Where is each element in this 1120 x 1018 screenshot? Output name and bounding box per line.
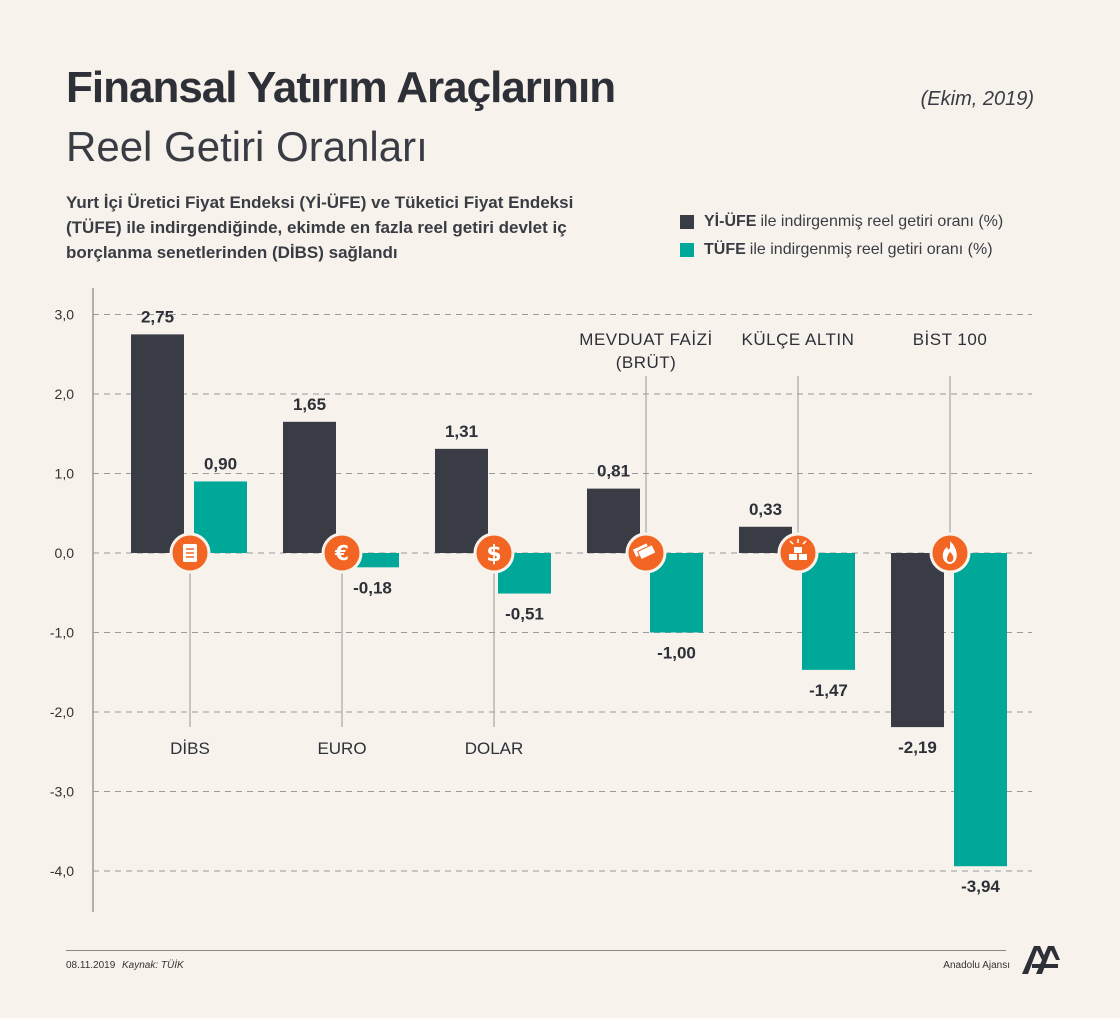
data-label: 0,81 [597, 462, 630, 481]
category-label: (BRÜT) [616, 353, 677, 372]
footer-date: 08.11.2019 [66, 960, 116, 971]
data-label: -1,47 [809, 681, 848, 700]
footer-divider [66, 950, 1006, 951]
legend-item-tufe: TÜFE ile indirgenmiş reel getiri oranı (… [680, 236, 1003, 264]
bar-yi-ufe [131, 334, 184, 553]
data-label: 0,90 [204, 454, 237, 473]
agency-logo-icon [1022, 946, 1060, 974]
y-tick-label: -1,0 [50, 625, 74, 641]
category-label: BİST 100 [913, 330, 988, 349]
legend-swatch-tufe [680, 243, 694, 257]
legend-series-name: Yİ-ÜFE [704, 213, 757, 230]
dollar-icon [473, 532, 515, 574]
category-label: MEVDUAT FAİZİ [579, 330, 712, 349]
data-label: 1,65 [293, 395, 326, 414]
data-label: -3,94 [961, 877, 1000, 896]
legend-swatch-yi-ufe [680, 215, 694, 229]
gold-shine-line [789, 540, 794, 545]
data-label: 0,33 [749, 500, 782, 519]
y-tick-label: 0,0 [55, 545, 75, 561]
gold-bar-shape [789, 554, 797, 560]
footer-agency: Anadolu Ajansı [943, 960, 1010, 971]
data-label: -0,18 [353, 578, 392, 597]
category-label: EURO [317, 739, 366, 758]
euro-icon-glyph: € [334, 541, 349, 565]
footer-source: Kaynak: TÜİK [122, 960, 184, 971]
euro-icon [321, 532, 363, 574]
dollar-icon-glyph: $ [486, 542, 501, 567]
bar-tufe [954, 553, 1007, 867]
y-tick-label: 1,0 [55, 466, 75, 482]
y-tick-label: -4,0 [50, 863, 74, 879]
data-label: -1,00 [657, 644, 696, 663]
category-label: DOLAR [465, 739, 524, 758]
page-subtitle: Reel Getiri Oranları [66, 123, 428, 170]
bar-yi-ufe [435, 448, 488, 553]
date-label: (Ekim, 2019) [920, 88, 1034, 110]
gold-shine-line [802, 540, 807, 545]
bar-yi-ufe [891, 553, 944, 728]
legend-series-text: ile indirgenmiş reel getiri oranı (%) [760, 213, 1004, 230]
page-title: Finansal Yatırım Araçlarının [66, 63, 616, 112]
gold-bar-shape [794, 547, 802, 553]
fire-icon-inner [947, 552, 954, 562]
data-label: 2,75 [141, 307, 174, 326]
y-tick-label: -2,0 [50, 704, 74, 720]
description-text: Yurt İçi Üretici Fiyat Endeksi (Yİ-ÜFE) … [66, 193, 574, 262]
legend-series-text: ile indirgenmiş reel getiri oranı (%) [749, 241, 993, 258]
gold-bar-shape [799, 554, 807, 560]
data-label: -2,19 [898, 738, 937, 757]
category-label: DİBS [170, 739, 210, 758]
data-label: -0,51 [505, 605, 544, 624]
y-tick-label: 2,0 [55, 386, 75, 402]
category-label: KÜLÇE ALTIN [742, 330, 855, 349]
bar-tufe [802, 553, 855, 670]
y-tick-label: -3,0 [50, 784, 74, 800]
chart-legend: Yİ-ÜFE ile indirgenmiş reel getiri oranı… [680, 208, 1003, 264]
y-tick-label: 3,0 [55, 307, 75, 323]
banknote-icon-shape [637, 544, 657, 560]
bar-yi-ufe [283, 421, 336, 553]
data-label: 1,31 [445, 422, 478, 441]
legend-item-yi-ufe: Yİ-ÜFE ile indirgenmiş reel getiri oranı… [680, 208, 1003, 236]
legend-series-name: TÜFE [704, 241, 746, 258]
